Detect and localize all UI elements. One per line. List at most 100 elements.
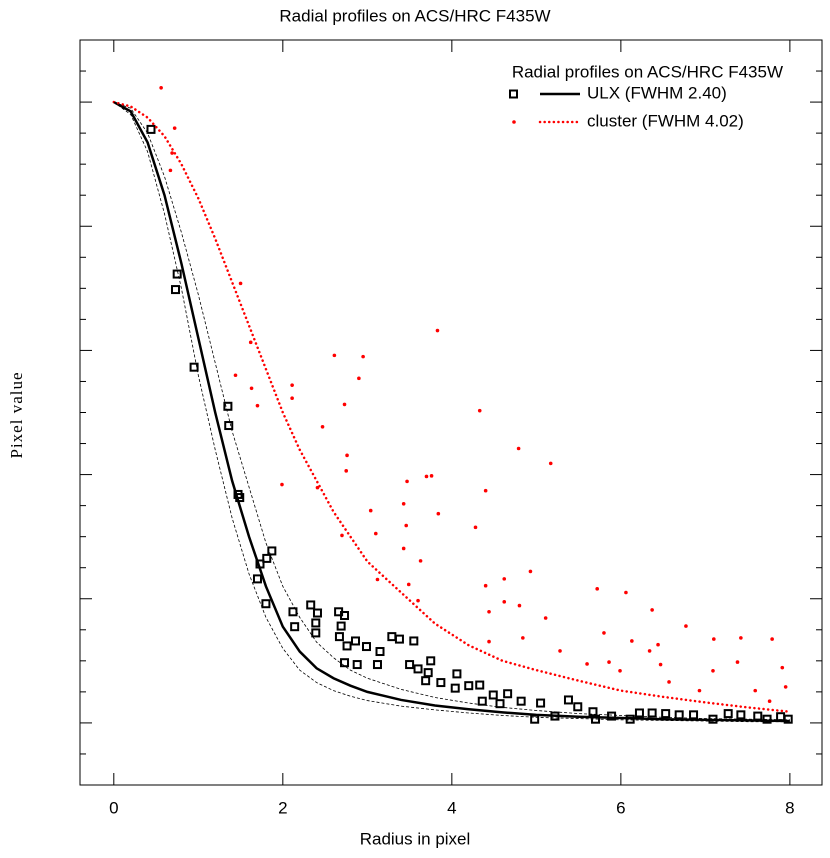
point bbox=[252, 574, 262, 584]
point bbox=[223, 401, 233, 411]
x-tick-label: 2 bbox=[278, 798, 287, 817]
point bbox=[735, 660, 740, 664]
point bbox=[521, 636, 525, 640]
point bbox=[624, 590, 628, 595]
point bbox=[753, 711, 763, 721]
point bbox=[595, 587, 600, 591]
point bbox=[477, 696, 487, 706]
point bbox=[483, 488, 488, 493]
point bbox=[170, 151, 174, 155]
point bbox=[280, 482, 284, 487]
point bbox=[233, 373, 238, 378]
point bbox=[426, 656, 436, 666]
point bbox=[340, 611, 350, 621]
point bbox=[361, 354, 365, 359]
legend-marker bbox=[512, 120, 516, 124]
point bbox=[528, 569, 533, 574]
point bbox=[618, 668, 622, 673]
point bbox=[311, 618, 321, 628]
point bbox=[255, 403, 260, 408]
point bbox=[368, 508, 373, 513]
point bbox=[159, 86, 163, 90]
point bbox=[424, 474, 429, 479]
point bbox=[290, 396, 294, 401]
point bbox=[723, 709, 733, 719]
point bbox=[416, 598, 420, 603]
x-axis-label: Radius in pixel bbox=[360, 829, 471, 848]
point bbox=[168, 168, 173, 173]
curve bbox=[113, 101, 790, 721]
point bbox=[342, 402, 347, 407]
point bbox=[488, 690, 498, 700]
curve bbox=[113, 101, 790, 723]
point bbox=[708, 714, 718, 724]
x-tick-label: 8 bbox=[785, 798, 794, 817]
point bbox=[401, 501, 406, 506]
point bbox=[452, 669, 462, 679]
point bbox=[711, 668, 715, 673]
point bbox=[516, 696, 526, 706]
point bbox=[146, 124, 156, 134]
x-tick-label: 0 bbox=[109, 798, 118, 817]
point bbox=[650, 608, 654, 612]
point bbox=[647, 708, 657, 718]
point bbox=[487, 609, 491, 614]
point bbox=[647, 649, 652, 653]
point bbox=[320, 424, 325, 429]
point bbox=[351, 636, 361, 646]
point bbox=[394, 634, 404, 644]
point bbox=[656, 642, 660, 647]
point bbox=[674, 710, 684, 720]
point bbox=[658, 662, 663, 667]
point bbox=[739, 636, 743, 640]
point bbox=[345, 453, 349, 458]
point bbox=[697, 688, 702, 693]
point bbox=[473, 525, 478, 530]
point bbox=[573, 702, 583, 712]
point bbox=[550, 711, 560, 721]
point bbox=[172, 269, 182, 279]
x-tick-label: 4 bbox=[447, 798, 456, 817]
point bbox=[585, 662, 589, 666]
point bbox=[770, 637, 774, 641]
point bbox=[342, 641, 352, 651]
point bbox=[634, 708, 644, 718]
point bbox=[548, 461, 553, 466]
point bbox=[224, 421, 234, 431]
point bbox=[334, 632, 344, 642]
point bbox=[483, 583, 488, 588]
point bbox=[516, 446, 521, 451]
x-tick-label: 6 bbox=[616, 798, 625, 817]
point bbox=[563, 695, 573, 705]
point bbox=[315, 485, 320, 490]
point bbox=[767, 699, 772, 703]
point bbox=[361, 642, 371, 652]
point bbox=[372, 660, 382, 670]
point bbox=[423, 668, 433, 678]
point bbox=[418, 559, 423, 563]
point bbox=[602, 631, 606, 635]
point bbox=[238, 281, 243, 286]
point bbox=[776, 712, 786, 722]
point bbox=[170, 285, 180, 295]
point bbox=[306, 600, 316, 610]
point bbox=[352, 660, 362, 670]
legend-label: cluster (FWHM 4.02) bbox=[587, 111, 744, 130]
point bbox=[487, 639, 491, 644]
point bbox=[684, 624, 688, 628]
point bbox=[290, 622, 300, 632]
legend-marker bbox=[509, 89, 518, 99]
legend-label: ULX (FWHM 2.40) bbox=[587, 83, 727, 102]
point bbox=[249, 386, 254, 391]
point bbox=[464, 681, 474, 691]
point bbox=[375, 647, 385, 657]
point bbox=[753, 688, 758, 693]
curve bbox=[113, 100, 790, 723]
point bbox=[477, 408, 482, 413]
point bbox=[495, 699, 505, 709]
point bbox=[502, 577, 507, 581]
point bbox=[340, 533, 344, 538]
point bbox=[405, 660, 415, 670]
point bbox=[436, 678, 446, 688]
